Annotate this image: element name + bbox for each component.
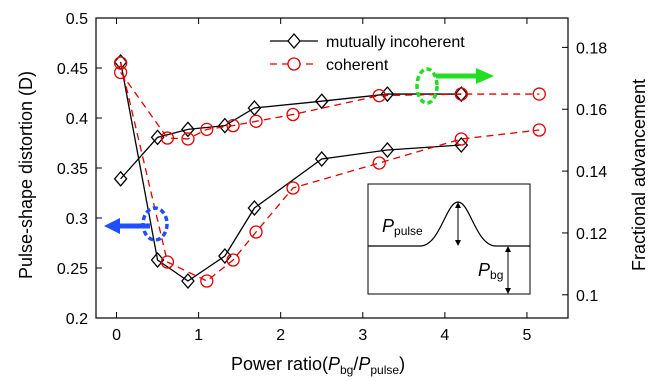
left-axis-indicator-arrowhead xyxy=(104,218,120,234)
y-right-tick-label: 0.18 xyxy=(576,40,607,57)
inset-bg-arrowhead-bottom xyxy=(505,288,511,294)
inset-pulse-arrowhead-bottom xyxy=(455,240,461,246)
series-layer xyxy=(113,54,546,289)
inset-bg-label: Pbg xyxy=(478,260,503,282)
data-point-circle xyxy=(181,132,195,146)
series-line xyxy=(119,62,540,282)
data-point-circle xyxy=(160,131,175,145)
x-axis-title: Power ratio(Pbg/Ppulse) xyxy=(231,354,405,377)
y-right-tick-label: 0.16 xyxy=(576,102,607,119)
x-tick-label: 2 xyxy=(276,327,285,344)
ticks-layer: 0 1 2 3 4 5 0.2 0.25 0.3 0.35 0.4 0.45 0.5 0.1 0.12 0.1… xyxy=(57,11,607,344)
y-left-tick-label: 0.3 xyxy=(66,211,88,228)
x-tick-label: 0 xyxy=(112,327,121,344)
data-point-diamond xyxy=(150,252,165,268)
inset-frame xyxy=(367,183,531,295)
data-point-circle xyxy=(200,122,214,136)
y-right-axis-title: Fractional advancement xyxy=(629,79,649,271)
data-point-circle xyxy=(454,87,468,101)
data-point-diamond xyxy=(314,93,329,110)
right-axis-indicator-ellipse xyxy=(415,67,439,105)
legend-label-incoherent: mutually incoherent xyxy=(326,34,465,51)
data-point-diamond xyxy=(218,117,232,134)
data-point-circle xyxy=(113,56,128,70)
x-tick-label: 3 xyxy=(358,327,367,344)
right-axis-indicator-arrowhead xyxy=(476,68,494,84)
data-point-circle xyxy=(249,225,263,239)
series-line xyxy=(119,61,462,282)
data-point-circle xyxy=(454,132,468,146)
data-point-circle xyxy=(160,255,175,269)
inset-bg-arrowhead-top xyxy=(505,246,511,252)
y-right-tick-label: 0.1 xyxy=(576,288,598,305)
inset-pulse-label: Ppulse xyxy=(382,216,423,238)
data-point-circle xyxy=(532,87,546,101)
data-point-circle xyxy=(226,118,240,133)
data-point-circle xyxy=(226,253,240,267)
legend-circle-marker xyxy=(287,57,301,71)
legend-diamond-marker xyxy=(287,33,301,49)
legend-label-coherent: coherent xyxy=(326,57,389,74)
data-point-circle xyxy=(200,274,214,288)
legend: mutually incoherent coherent xyxy=(270,33,465,74)
data-point-diamond xyxy=(181,121,195,138)
y-left-tick-label: 0.35 xyxy=(57,161,88,178)
y-left-axis-title: Pulse-shape distortion (D) xyxy=(16,71,36,279)
data-point-circle xyxy=(249,114,263,128)
inset-pulse-arrowhead-top xyxy=(455,202,461,208)
y-left-tick-label: 0.45 xyxy=(57,61,88,78)
inset-diagram: Ppulse Pbg xyxy=(367,183,531,295)
data-point-diamond xyxy=(380,142,395,158)
data-point-diamond xyxy=(181,273,195,289)
y-right-tick-label: 0.12 xyxy=(576,226,607,243)
data-point-circle xyxy=(532,123,546,137)
data-point-circle xyxy=(372,88,386,103)
data-point-diamond xyxy=(113,170,128,187)
data-point-diamond xyxy=(247,200,262,216)
series-line xyxy=(120,93,462,180)
y-right-tick-label: 0.14 xyxy=(576,164,607,181)
data-point-circle xyxy=(286,181,300,195)
y-left-tick-label: 0.2 xyxy=(66,311,88,328)
annotation-layer xyxy=(104,67,494,242)
y-left-tick-label: 0.4 xyxy=(66,111,88,128)
data-point-diamond xyxy=(218,248,232,264)
x-tick-label: 5 xyxy=(523,327,532,344)
y-left-tick-label: 0.25 xyxy=(57,261,88,278)
x-tick-label: 4 xyxy=(440,327,449,344)
x-tick-label: 1 xyxy=(194,327,203,344)
data-point-circle xyxy=(286,107,300,122)
y-left-tick-label: 0.5 xyxy=(66,11,88,28)
data-point-circle xyxy=(113,65,128,80)
data-point-diamond xyxy=(454,86,469,103)
data-point-circle xyxy=(372,156,386,170)
data-point-diamond xyxy=(314,151,329,167)
